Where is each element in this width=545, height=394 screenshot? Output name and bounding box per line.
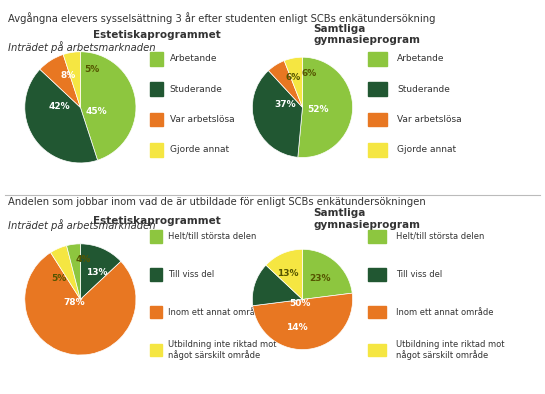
- Text: Gjorde annat: Gjorde annat: [169, 145, 229, 154]
- Text: Samtliga
gymnasieprogram: Samtliga gymnasieprogram: [313, 24, 421, 45]
- Text: 5%: 5%: [52, 274, 67, 283]
- Wedge shape: [40, 54, 81, 108]
- Text: Var arbetslösa: Var arbetslösa: [169, 115, 234, 124]
- Bar: [368, 52, 387, 66]
- Text: Studerande: Studerande: [169, 85, 222, 94]
- Text: 50%: 50%: [289, 299, 311, 308]
- Bar: [150, 143, 163, 157]
- Text: Var arbetslösa: Var arbetslösa: [397, 115, 462, 124]
- Bar: [150, 230, 161, 243]
- Text: Inom ett annat område: Inom ett annat område: [168, 308, 265, 316]
- Wedge shape: [252, 71, 302, 157]
- Text: 78%: 78%: [63, 298, 84, 307]
- Text: Arbetande: Arbetande: [397, 54, 445, 63]
- Wedge shape: [252, 265, 302, 306]
- Text: Andelen som jobbar inom vad de är utbildade för enligt SCBs enkätundersökningen: Andelen som jobbar inom vad de är utbild…: [8, 197, 426, 207]
- Wedge shape: [284, 57, 302, 108]
- Text: Studerande: Studerande: [397, 85, 450, 94]
- Text: Helt/till största delen: Helt/till största delen: [396, 232, 484, 241]
- Text: Estetiskaprogrammet: Estetiskaprogrammet: [93, 30, 220, 40]
- Text: 8%: 8%: [60, 71, 76, 80]
- Bar: [150, 268, 161, 281]
- Wedge shape: [80, 244, 121, 299]
- Text: 42%: 42%: [49, 102, 70, 111]
- Wedge shape: [269, 61, 302, 108]
- Bar: [150, 113, 163, 126]
- Bar: [368, 143, 387, 157]
- Wedge shape: [253, 293, 353, 349]
- Wedge shape: [25, 253, 136, 355]
- Text: Utbildning inte riktad mot
något särskilt område: Utbildning inte riktad mot något särskil…: [396, 340, 504, 360]
- Bar: [150, 306, 161, 318]
- Text: 52%: 52%: [307, 105, 328, 114]
- Text: 23%: 23%: [309, 274, 331, 283]
- Wedge shape: [63, 52, 81, 108]
- Text: Estetiskaprogrammet: Estetiskaprogrammet: [93, 216, 220, 225]
- Text: 6%: 6%: [286, 73, 301, 82]
- Wedge shape: [66, 244, 81, 299]
- Wedge shape: [298, 57, 353, 158]
- Text: 45%: 45%: [85, 107, 107, 116]
- Bar: [368, 344, 386, 356]
- Bar: [368, 113, 387, 126]
- Wedge shape: [51, 245, 81, 299]
- Text: Inträdet på arbetsmarknaden: Inträdet på arbetsmarknaden: [8, 219, 156, 230]
- Text: 13%: 13%: [86, 268, 108, 277]
- Text: 37%: 37%: [275, 100, 296, 110]
- Bar: [150, 52, 163, 66]
- Text: Helt/till största delen: Helt/till största delen: [168, 232, 256, 241]
- Text: Samtliga
gymnasieprogram: Samtliga gymnasieprogram: [313, 208, 421, 230]
- Text: Till viss del: Till viss del: [396, 270, 442, 279]
- Text: 4%: 4%: [75, 255, 91, 264]
- Bar: [150, 344, 161, 356]
- Text: Utbildning inte riktad mot
något särskilt område: Utbildning inte riktad mot något särskil…: [168, 340, 276, 360]
- Text: Avgångna elevers sysselsättning 3 år efter studenten enligt SCBs enkätundersökni: Avgångna elevers sysselsättning 3 år eft…: [8, 12, 435, 24]
- Text: Gjorde annat: Gjorde annat: [397, 145, 456, 154]
- Text: 6%: 6%: [302, 69, 317, 78]
- Text: Arbetande: Arbetande: [169, 54, 217, 63]
- Bar: [368, 268, 386, 281]
- Text: 5%: 5%: [84, 65, 99, 74]
- Wedge shape: [80, 52, 136, 160]
- Wedge shape: [25, 69, 98, 163]
- Bar: [150, 82, 163, 96]
- Bar: [368, 82, 387, 96]
- Bar: [368, 230, 386, 243]
- Text: Till viss del: Till viss del: [168, 270, 214, 279]
- Wedge shape: [302, 249, 352, 299]
- Text: Inträdet på arbetsmarknaden: Inträdet på arbetsmarknaden: [8, 41, 156, 53]
- Text: 14%: 14%: [286, 323, 307, 331]
- Text: Inom ett annat område: Inom ett annat område: [396, 308, 493, 316]
- Wedge shape: [266, 249, 302, 299]
- Text: 13%: 13%: [277, 269, 298, 278]
- Bar: [368, 306, 386, 318]
